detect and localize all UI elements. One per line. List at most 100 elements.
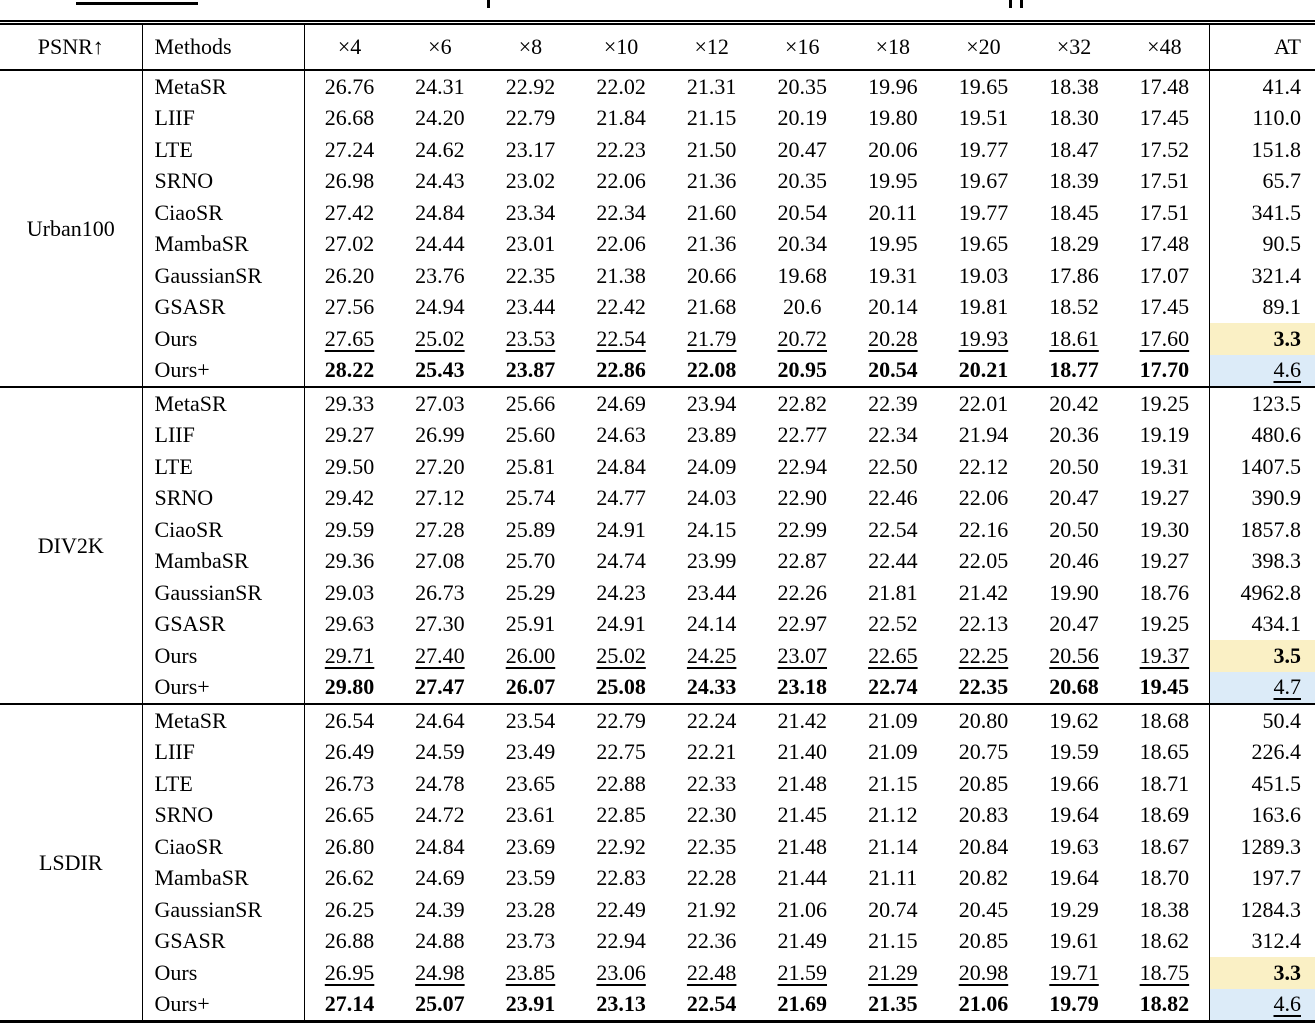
psnr-value: 18.38 bbox=[1139, 896, 1190, 922]
psnr-value: 19.71 bbox=[1049, 959, 1099, 985]
psnr-value: 20.47 bbox=[1049, 611, 1099, 637]
psnr-value: 25.70 bbox=[505, 548, 556, 574]
psnr-value: 20.42 bbox=[1049, 390, 1099, 416]
psnr-value: 20.21 bbox=[958, 357, 1009, 383]
method-label: GaussianSR bbox=[141, 577, 304, 609]
psnr-value: 19.68 bbox=[777, 262, 828, 288]
psnr-value: 26.73 bbox=[303, 768, 395, 800]
table-row: CiaoSR 26.80 24.84 23.69 22.92 22.35 21.48 21.1… bbox=[0, 831, 1315, 863]
psnr-value: 20.36 bbox=[1049, 422, 1099, 448]
cropped-caption-descender bbox=[1009, 0, 1012, 8]
psnr-value: 27.30 bbox=[415, 611, 465, 637]
psnr-value: 17.70 bbox=[1139, 357, 1190, 383]
table-row: GaussianSR 29.03 26.73 25.29 24.23 23.44 22.26… bbox=[0, 577, 1315, 609]
psnr-value: 23.01 bbox=[505, 231, 556, 257]
psnr-value: 18.67 bbox=[1139, 833, 1190, 859]
psnr-value: 22.36 bbox=[686, 928, 737, 954]
psnr-value: 19.95 bbox=[868, 231, 918, 257]
psnr-value: 26.80 bbox=[303, 831, 395, 863]
header-scale-x6: ×6 bbox=[428, 34, 452, 59]
header-scale-x8: ×8 bbox=[518, 34, 543, 59]
header-scale-x16: ×16 bbox=[785, 34, 820, 59]
at-value: 398.3 bbox=[1209, 545, 1315, 577]
psnr-value: 19.31 bbox=[1139, 453, 1190, 479]
psnr-value: 17.51 bbox=[1139, 168, 1190, 194]
psnr-value: 22.26 bbox=[777, 579, 828, 605]
at-value: 390.9 bbox=[1209, 482, 1315, 514]
psnr-value: 24.09 bbox=[686, 453, 737, 479]
psnr-value: 20.47 bbox=[1049, 485, 1099, 511]
at-value: 3.3 bbox=[1209, 323, 1315, 355]
header-scale-x48: ×48 bbox=[1147, 34, 1182, 59]
method-label: CiaoSR bbox=[141, 831, 304, 863]
psnr-value: 21.68 bbox=[686, 294, 737, 320]
method-label: LIIF bbox=[141, 102, 304, 134]
table-row: GSASR 26.88 24.88 23.73 22.94 22.36 21.49 21.15… bbox=[0, 925, 1315, 957]
psnr-value: 21.48 bbox=[777, 770, 828, 796]
psnr-value: 24.84 bbox=[415, 199, 465, 225]
method-label: CiaoSR bbox=[141, 197, 304, 229]
psnr-value: 17.45 bbox=[1139, 294, 1190, 320]
at-value: 3.3 bbox=[1209, 957, 1315, 989]
at-value: 123.5 bbox=[1209, 387, 1315, 420]
psnr-value: 22.05 bbox=[958, 548, 1009, 574]
table-row: Ours 29.71 27.40 26.00 25.02 24.25 23.07 22.65 2… bbox=[0, 640, 1315, 672]
method-label: GaussianSR bbox=[141, 894, 304, 926]
psnr-value: 20.47 bbox=[777, 136, 828, 162]
table-row: DIV2K MetaSR 29.33 27.03 25.66 24.69 23.94 22.8… bbox=[0, 387, 1315, 558]
psnr-value: 18.62 bbox=[1139, 928, 1190, 954]
table-row: MambaSR 26.62 24.69 23.59 22.83 22.28 21.44 21.… bbox=[0, 862, 1315, 894]
psnr-value: 19.77 bbox=[958, 199, 1009, 225]
psnr-value: 19.66 bbox=[1049, 770, 1099, 796]
table-row: MambaSR 27.02 24.44 23.01 22.06 21.36 20.34 19.… bbox=[0, 228, 1315, 260]
psnr-value: 19.65 bbox=[958, 231, 1009, 257]
psnr-value: 22.28 bbox=[686, 865, 737, 891]
psnr-value: 24.98 bbox=[415, 959, 465, 985]
psnr-value: 22.48 bbox=[686, 959, 737, 985]
table-row: LIIF 29.27 26.99 25.60 24.63 23.89 22.77 22.34 2… bbox=[0, 419, 1315, 451]
psnr-value: 20.72 bbox=[777, 325, 828, 351]
psnr-value: 20.14 bbox=[868, 294, 918, 320]
method-label: LIIF bbox=[141, 736, 304, 768]
psnr-value: 20.54 bbox=[777, 199, 828, 225]
method-label: Ours+ bbox=[141, 988, 304, 1022]
psnr-value: 21.06 bbox=[958, 991, 1009, 1017]
psnr-value: 19.37 bbox=[1139, 642, 1190, 668]
at-value: 163.6 bbox=[1209, 799, 1315, 831]
psnr-value: 27.03 bbox=[415, 390, 465, 416]
psnr-value: 19.59 bbox=[1049, 739, 1099, 765]
psnr-value: 18.65 bbox=[1139, 739, 1190, 765]
psnr-value: 21.40 bbox=[777, 739, 828, 765]
psnr-value: 21.14 bbox=[868, 833, 918, 859]
psnr-value: 20.66 bbox=[686, 262, 737, 288]
psnr-value: 23.59 bbox=[505, 865, 556, 891]
table-row: LTE 27.24 24.62 23.17 22.23 21.50 20.47 20.06 19… bbox=[0, 134, 1315, 166]
header-scale-x10: ×10 bbox=[603, 34, 639, 59]
table-row: LTE 26.73 24.78 23.65 22.88 22.33 21.48 21.15 20… bbox=[0, 768, 1315, 800]
header-metric: PSNR↑ bbox=[37, 34, 104, 59]
method-label: MambaSR bbox=[141, 862, 304, 894]
psnr-value: 19.67 bbox=[958, 168, 1009, 194]
psnr-value: 23.73 bbox=[505, 928, 556, 954]
psnr-value: 24.33 bbox=[686, 674, 737, 700]
psnr-value: 21.31 bbox=[686, 73, 737, 99]
psnr-value: 20.75 bbox=[958, 739, 1009, 765]
psnr-value: 18.47 bbox=[1049, 136, 1099, 162]
psnr-value: 24.20 bbox=[415, 105, 465, 131]
psnr-value: 18.82 bbox=[1139, 991, 1190, 1017]
psnr-value: 22.65 bbox=[868, 642, 918, 668]
psnr-value: 26.73 bbox=[415, 579, 465, 605]
at-value: 434.1 bbox=[1209, 608, 1315, 640]
psnr-value: 23.61 bbox=[505, 802, 556, 828]
psnr-value: 22.85 bbox=[596, 802, 646, 828]
psnr-value: 23.54 bbox=[505, 707, 556, 733]
psnr-value: 22.06 bbox=[596, 168, 646, 194]
psnr-value: 25.02 bbox=[415, 325, 465, 351]
cropped-caption-descender bbox=[487, 0, 490, 8]
at-value: 341.5 bbox=[1209, 197, 1315, 229]
table-row: GSASR 27.56 24.94 23.44 22.42 21.68 20.6 20.14 1… bbox=[0, 291, 1315, 323]
psnr-value: 17.86 bbox=[1049, 262, 1099, 288]
method-label: MambaSR bbox=[141, 545, 304, 577]
psnr-value: 22.12 bbox=[958, 453, 1009, 479]
header-scale-x4: ×4 bbox=[303, 22, 395, 70]
